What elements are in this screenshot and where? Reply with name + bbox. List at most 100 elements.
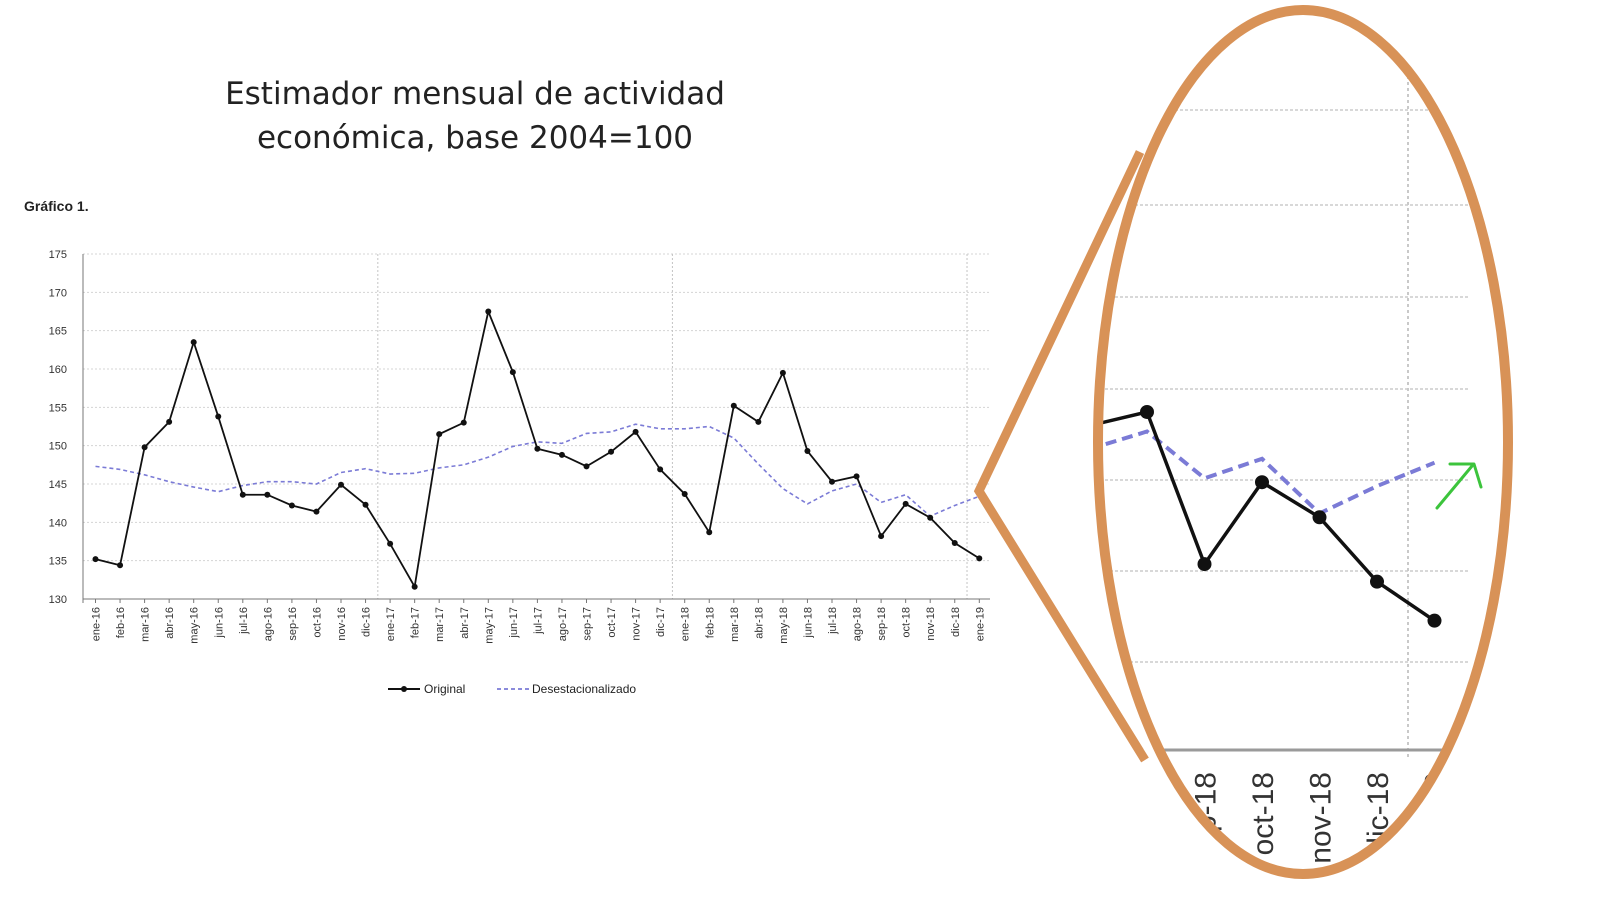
zoom-x-tick-label: nov-18 — [1305, 772, 1338, 864]
x-tick-label: abr-17 — [459, 607, 471, 639]
x-tick-label: ene-19 — [974, 607, 986, 641]
zoom-grid-lines — [1098, 109, 1470, 663]
chart-title-line-2: económica, base 2004=100 — [256, 120, 694, 156]
x-tick-label: may-17 — [483, 607, 495, 644]
series-original-point — [730, 402, 737, 409]
x-tick-label: jun-17 — [508, 607, 520, 639]
series-original-point — [927, 514, 934, 521]
series-original-point — [657, 466, 664, 473]
x-tick-label: nov-17 — [631, 607, 643, 641]
series-original-point — [853, 473, 860, 480]
x-tick-label: nov-16 — [336, 607, 348, 641]
legend-original-label: Original — [424, 682, 465, 696]
x-tick-label: jul-18 — [827, 607, 839, 635]
x-tick-label: oct-16 — [311, 607, 323, 638]
x-tick-label: feb-17 — [410, 607, 422, 638]
series-original-point — [436, 431, 443, 438]
series-original-point — [951, 540, 958, 547]
x-tick-label: ene-18 — [680, 607, 692, 641]
series-original-point — [362, 501, 369, 508]
series-original-point — [239, 491, 246, 498]
y-tick-label: 130 — [49, 594, 67, 606]
series-original-point — [264, 491, 271, 498]
series-original-point — [902, 500, 909, 507]
series-original-point — [92, 556, 99, 563]
series-original-point — [608, 448, 615, 455]
legend-original-marker — [401, 686, 407, 692]
legend-desestacionalizado-label: Desestacionalizado — [532, 682, 636, 696]
y-tick-label: 170 — [49, 287, 67, 299]
series-original-point — [779, 369, 786, 376]
y-tick-label: 175 — [49, 249, 67, 261]
zoom-ellipse — [1093, 5, 1513, 879]
series-original-point — [485, 308, 492, 315]
x-tick-label: ene-16 — [91, 607, 103, 641]
series-original-point — [632, 428, 639, 435]
series-original-point — [509, 369, 516, 376]
x-tick-label: ago-17 — [557, 607, 569, 641]
y-tick-label: 145 — [49, 479, 67, 491]
series-original-point — [313, 508, 320, 515]
y-tick-label: 160 — [49, 364, 67, 376]
x-tick-label: oct-17 — [606, 607, 618, 638]
arrow-up-right-icon — [1435, 462, 1483, 510]
zoom-original-point — [1427, 613, 1442, 628]
zoom-desestacionalizado-line — [1098, 429, 1436, 516]
x-tick-label: sep-16 — [287, 607, 299, 641]
series-original-point — [681, 490, 688, 497]
x-tick-label: feb-18 — [704, 607, 716, 638]
chart-title-line-1: Estimador mensual de actividad — [225, 76, 725, 112]
series-original-point — [190, 339, 197, 346]
y-tick-label: 135 — [49, 556, 67, 568]
x-tick-label: may-16 — [189, 607, 201, 644]
series-original-point — [755, 418, 762, 425]
x-tick-label: ago-16 — [262, 607, 274, 641]
legend: Original Desestacionalizado — [388, 682, 636, 696]
chart-title: Estimador mensual de actividad económica… — [215, 72, 735, 160]
series-original-point — [583, 463, 590, 470]
x-tick-label: abr-16 — [164, 607, 176, 639]
axes — [82, 254, 990, 603]
x-tick-label: may-18 — [778, 607, 790, 644]
zoom-inset-background — [1098, 10, 1508, 874]
zoom-connector — [973, 150, 1149, 763]
zoom-original-point — [1140, 405, 1154, 419]
zoom-series — [1098, 405, 1442, 628]
zoom-original-point — [1312, 510, 1327, 525]
y-tick-labels: 175 170 165 160 155 150 145 140 135 130 — [49, 249, 67, 606]
x-tick-label: feb-16 — [115, 607, 127, 638]
series-original-point — [878, 533, 885, 540]
series-original-point — [976, 555, 983, 562]
x-tick-label: sep-18 — [876, 607, 888, 641]
y-tick-label: 165 — [49, 326, 67, 338]
series-desestacionalizado-line — [95, 423, 980, 518]
series-original-point — [706, 529, 713, 536]
zoom-inset-content: sep-18 oct-18 nov-18 dic-18 ene-19 — [1098, 10, 1508, 874]
series — [92, 308, 983, 590]
series-original-point — [141, 444, 148, 451]
series-original-point — [288, 502, 295, 509]
series-original-point — [117, 562, 124, 569]
x-tick-label: dic-17 — [655, 607, 667, 637]
line-chart: 175 170 165 160 155 150 145 140 135 130 ene-16 feb… — [49, 249, 990, 696]
x-tick-labels: ene-16 feb-16 mar-16 abr-16 may-16 jun-16 jul-… — [91, 607, 987, 644]
y-tick-label: 150 — [49, 441, 67, 453]
series-original-point — [804, 448, 811, 455]
x-tick-label: jul-16 — [238, 607, 250, 635]
series-original-point — [387, 540, 394, 547]
x-tick-label: dic-16 — [361, 607, 373, 637]
x-tick-label: oct-18 — [901, 607, 913, 638]
x-tick-label: jul-17 — [532, 607, 544, 635]
zoom-original-point — [1197, 557, 1212, 572]
figure-label: Gráfico 1. — [24, 198, 89, 214]
y-tick-label: 155 — [49, 402, 67, 414]
x-tick-label: mar-17 — [434, 607, 446, 642]
series-original-point — [558, 451, 565, 458]
x-tick-label: dic-18 — [950, 607, 962, 637]
x-tick-label: jun-18 — [802, 607, 814, 639]
x-tick-label: mar-16 — [140, 607, 152, 642]
series-original-point — [215, 413, 222, 420]
series-original-point — [460, 419, 467, 426]
series-original-point — [338, 481, 344, 488]
